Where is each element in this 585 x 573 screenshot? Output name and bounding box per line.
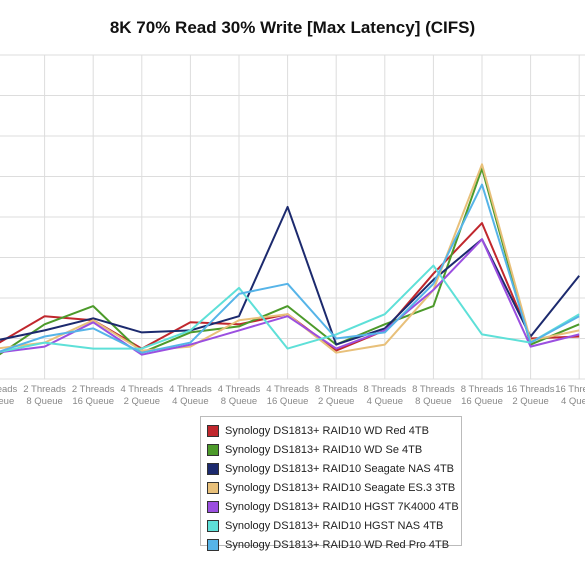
grid-lines [0, 54, 585, 380]
series-line-6 [0, 183, 580, 354]
x-tick-label: 2 Threads 16 Queue [72, 384, 115, 407]
x-tick-label: 8 Threads 4 Queue [363, 384, 406, 407]
legend-swatch [207, 424, 219, 437]
legend-item: Synology DS1813+ RAID10 HGST 7K4000 4TB [207, 497, 461, 516]
legend-item: Synology DS1813+ RAID10 WD Se 4TB [207, 440, 461, 459]
legend-label: Synology DS1813+ RAID10 HGST NAS 4TB [225, 519, 444, 532]
x-tick-label: 8 Threads 16 Queue [461, 384, 504, 407]
chart-title: 8K 70% Read 30% Write [Max Latency] (CIF… [109, 18, 476, 37]
x-tick-label: 8 Threads 2 Queue [315, 384, 358, 407]
x-tick-label: 8 Threads 8 Queue [412, 384, 455, 407]
legend-swatch [207, 500, 219, 513]
legend-label: Synology DS1813+ RAID10 WD Red Pro 4TB [225, 538, 450, 551]
legend-item: Synology DS1813+ RAID10 WD Red 4TB [207, 421, 461, 440]
legend-label: Synology DS1813+ RAID10 WD Se 4TB [225, 443, 423, 456]
legend-item: Synology DS1813+ RAID10 HGST NAS 4TB [207, 516, 461, 535]
legend-swatch [207, 481, 219, 494]
x-tick-label: 4 Threads 2 Queue [120, 384, 163, 407]
legend-swatch [207, 538, 219, 551]
legend-label: Synology DS1813+ RAID10 WD Red 4TB [225, 424, 429, 437]
legend-item: Synology DS1813+ RAID10 WD Red Pro 4TB [207, 535, 461, 554]
x-tick-label: 4 Threads 8 Queue [218, 384, 261, 407]
legend-label: Synology DS1813+ RAID10 Seagate NAS 4TB [225, 462, 454, 475]
x-tick-label: 16 Threads 2 Queue [507, 384, 555, 407]
series-line-3 [0, 163, 580, 354]
legend-item: Synology DS1813+ RAID10 Seagate NAS 4TB [207, 459, 461, 478]
series-line-1 [0, 167, 580, 356]
legend-swatch [207, 462, 219, 475]
x-tick-label: 4 Threads 4 Queue [169, 384, 212, 407]
legend-swatch [207, 519, 219, 532]
legend: Synology DS1813+ RAID10 WD Red 4TB Synolo… [200, 416, 462, 551]
series-lines [0, 163, 580, 356]
x-tick-label: 2 Threads 8 Queue [23, 384, 66, 407]
series-line-5 [0, 264, 580, 353]
legend-item: Synology DS1813+ RAID10 Seagate ES.3 3TB [207, 478, 461, 497]
series-line-4 [0, 238, 580, 356]
x-tick-label: 4 Threads 16 Queue [266, 384, 309, 407]
legend-label: Synology DS1813+ RAID10 HGST 7K4000 4TB [225, 500, 459, 513]
legend-swatch [207, 443, 219, 456]
legend-label: Synology DS1813+ RAID10 Seagate ES.3 3TB [225, 481, 456, 494]
